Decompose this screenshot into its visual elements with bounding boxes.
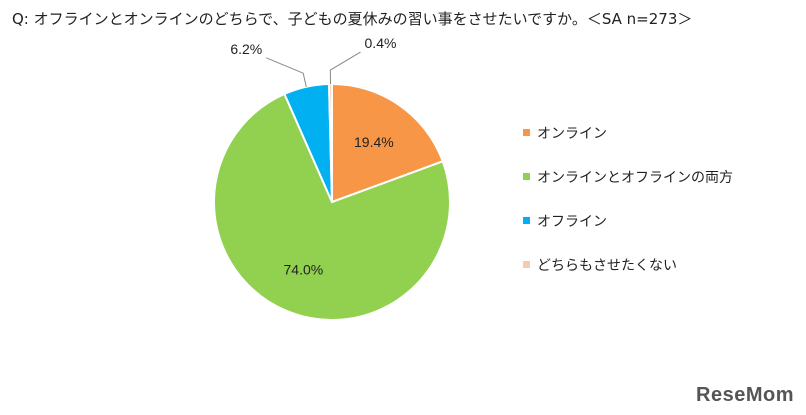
pie-label-2: 6.2% — [230, 41, 262, 57]
pie-label-1: 74.0% — [284, 261, 324, 277]
legend-swatch-1 — [523, 173, 530, 180]
leader-line-3 — [329, 51, 361, 85]
pie-slice-3 — [328, 82, 333, 203]
legend-swatch-2 — [523, 217, 530, 224]
resemom-logo: ReseMom — [696, 384, 794, 406]
legend-swatch-3 — [523, 261, 530, 268]
legend-label-2: オフライン — [537, 214, 607, 230]
pie-slice-0 — [331, 82, 445, 204]
pie-label-0: 19.4% — [354, 134, 394, 150]
question-title: Q: オフラインとオンラインのどちらで、子どもの夏休みの習い事をさせたいですか。… — [12, 10, 693, 28]
pie-label-3: 0.4% — [365, 35, 397, 51]
legend-label-1: オンラインとオフラインの両方 — [537, 170, 733, 186]
legend-label-3: どちらもさせたくない — [537, 258, 677, 274]
legend-swatch-0 — [523, 129, 530, 136]
leader-line-2 — [266, 57, 307, 87]
pie-slice-1 — [213, 92, 451, 321]
legend-label-0: オンライン — [537, 126, 607, 142]
